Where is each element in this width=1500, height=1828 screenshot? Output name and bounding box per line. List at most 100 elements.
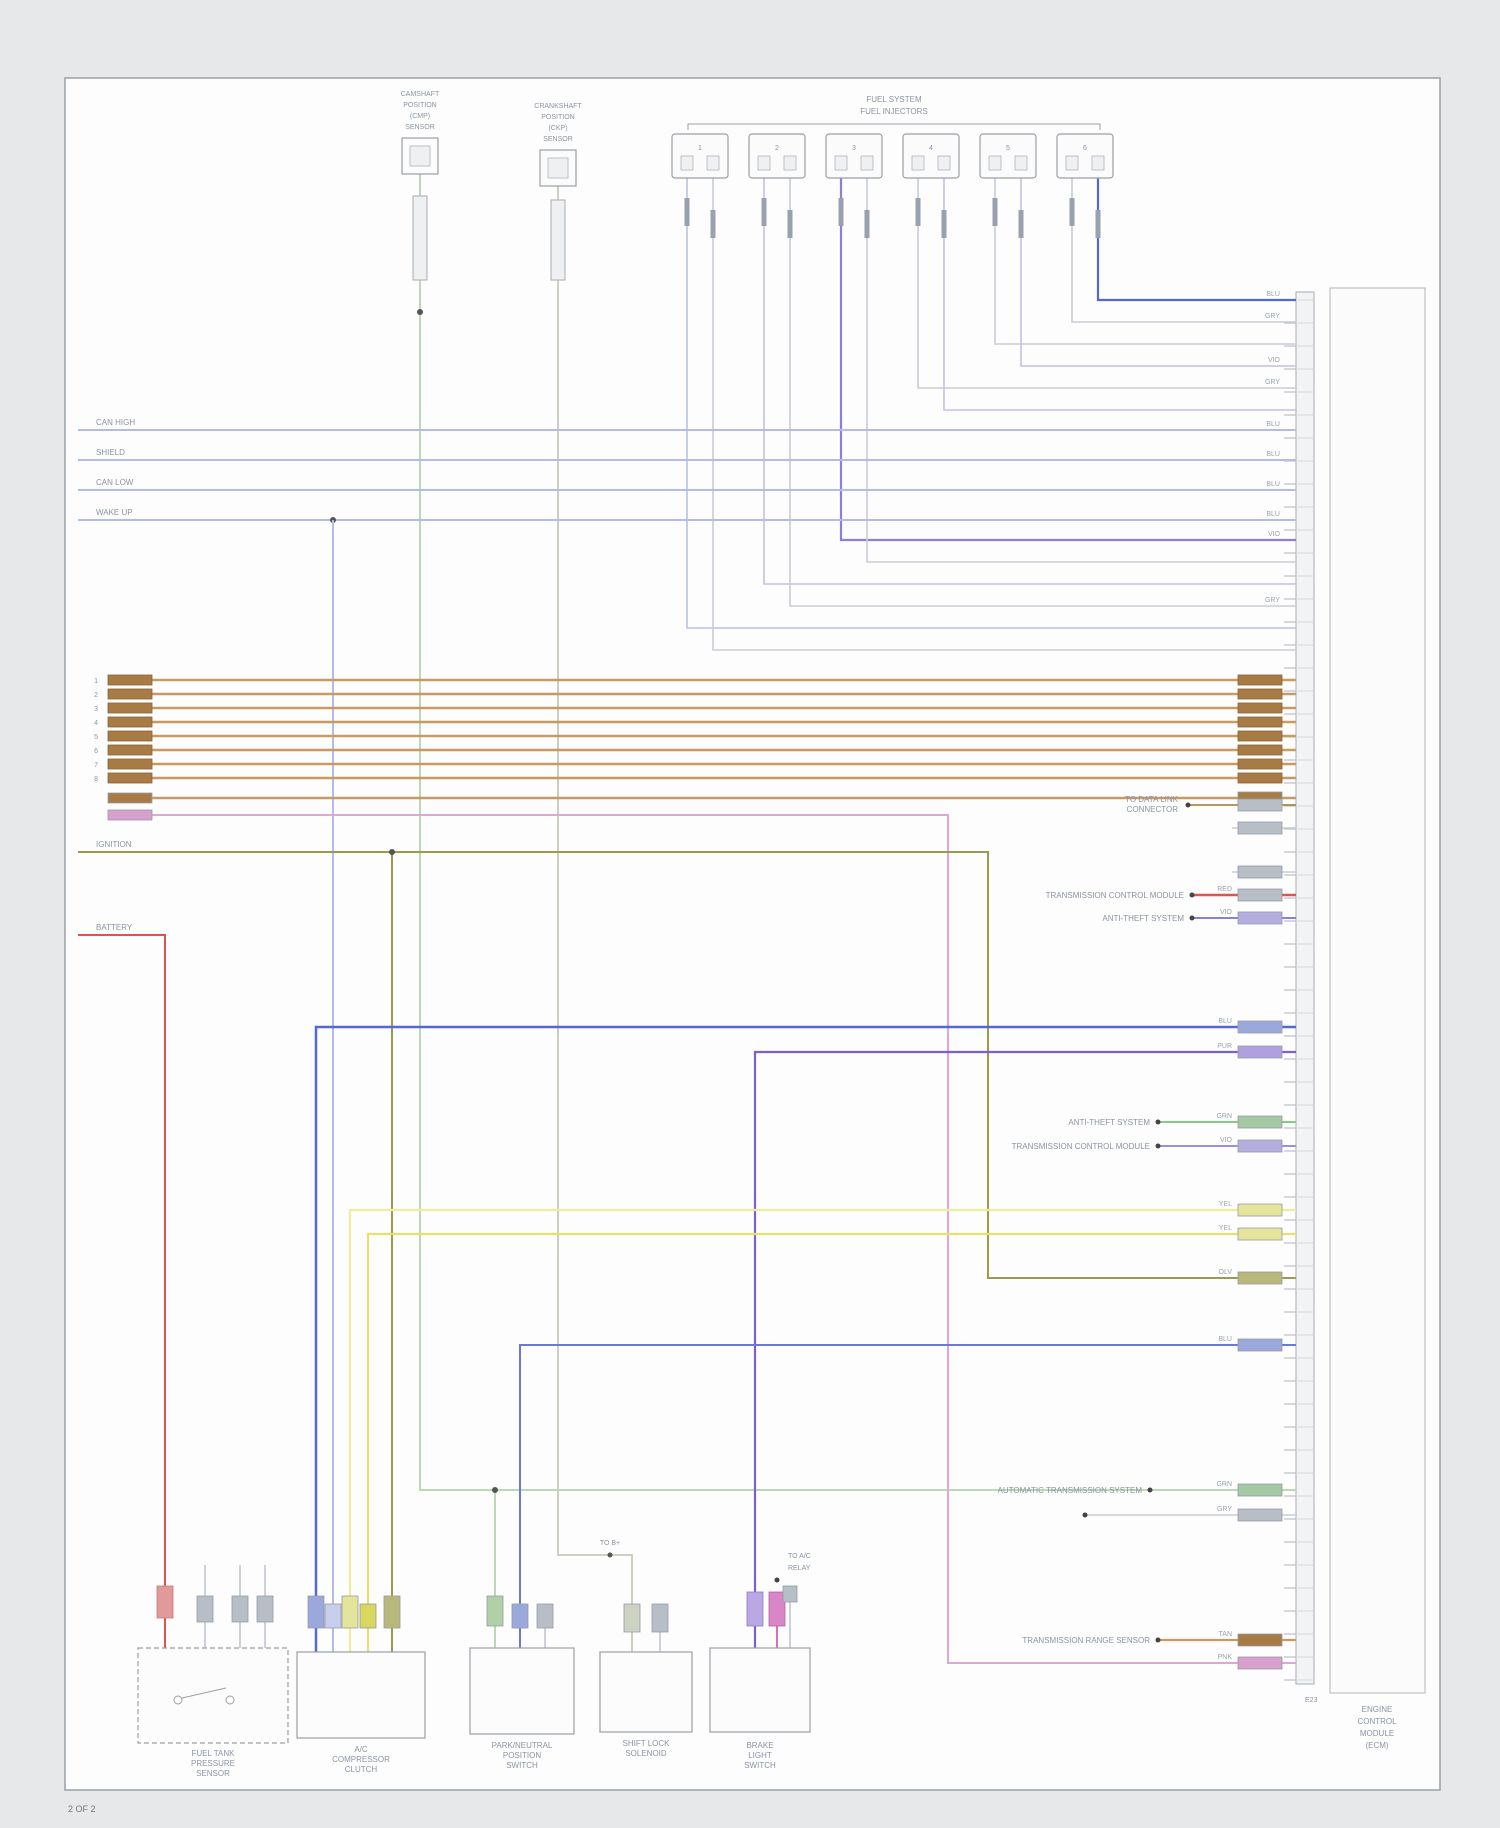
range-sensor-label: TRANSMISSION RANGE SENSOR	[1022, 1636, 1150, 1645]
connector-chip-tan	[1237, 716, 1283, 728]
component-label: CLUTCH	[345, 1765, 378, 1774]
injector-pin	[1065, 155, 1079, 171]
switch-blade	[181, 1687, 227, 1699]
wire-code: GRN	[1216, 1113, 1232, 1120]
wire-code: BLU	[1218, 1018, 1232, 1025]
wire-code: BLU	[1266, 291, 1280, 298]
wire-code: GRN	[1216, 1481, 1232, 1488]
wire-code: VIO	[1268, 531, 1281, 538]
injector-pin	[911, 155, 925, 171]
connector-chip-tan	[107, 688, 153, 700]
left-bus-wires: CAN HIGH SHIELD CAN LOW WAKE UP	[78, 418, 1296, 1652]
wire-code: GRY	[1265, 313, 1280, 320]
connector-chip	[536, 1603, 554, 1629]
wire-code: BLU	[1266, 451, 1280, 458]
ecm-label: CONTROL	[1357, 1717, 1397, 1726]
ecm-outline	[1329, 287, 1426, 1694]
component-fuel-tank-pressure-sensor: FUEL TANK PRESSURE SENSOR	[137, 1565, 289, 1778]
injector-box	[979, 133, 1037, 179]
injector-header: FUEL SYSTEM	[866, 95, 922, 104]
bundle-pin-number: 3	[94, 706, 98, 713]
injector-wire	[712, 178, 1296, 651]
connector-chip-olive	[1237, 1271, 1283, 1285]
wire-pale-green	[419, 174, 1296, 1491]
connector-chip-tan	[1237, 702, 1283, 714]
component-b-label: SENSOR	[543, 136, 573, 143]
long-wires	[314, 1020, 1296, 1652]
component-box	[469, 1647, 575, 1735]
junction-dot	[1082, 1512, 1088, 1518]
connector-chip-tan	[107, 716, 153, 728]
injector-pin	[860, 155, 874, 171]
injector-pin	[706, 155, 720, 171]
component-label: SENSOR	[196, 1769, 230, 1778]
junction-dot	[1189, 892, 1195, 898]
injector-wire	[943, 178, 1296, 411]
connector-chip-tan	[107, 702, 153, 714]
connector-chip-tan	[107, 730, 153, 742]
component-label: SOLENOID	[625, 1749, 667, 1758]
wire-code: PNK	[1218, 1654, 1233, 1661]
fuel-injector-bank: FUEL SYSTEM FUEL INJECTORS 1 2 3 4 5 6	[671, 95, 1296, 651]
injector-bracket	[687, 123, 1101, 130]
connector-chip	[1237, 798, 1283, 812]
connector-chip-purple	[1237, 1045, 1283, 1059]
diagram-border	[64, 77, 1441, 1791]
component-a-label: POSITION	[403, 102, 436, 109]
connector-chip-yellow	[1237, 1203, 1283, 1217]
ignition-label: IGNITION	[96, 840, 132, 849]
injector-pin	[757, 155, 771, 171]
junction-dot	[1189, 915, 1195, 921]
junction-dot	[492, 1487, 498, 1493]
component-a-shaft	[412, 195, 428, 281]
ecm-label: ENGINE	[1362, 1705, 1393, 1714]
switch-contact	[173, 1695, 183, 1705]
component-box	[296, 1651, 426, 1739]
bundle-pin-number: 2	[94, 692, 98, 699]
injector-number: 1	[698, 145, 702, 152]
connector-chip-green	[1237, 1483, 1283, 1497]
tan-pink-wires	[107, 791, 1296, 1670]
connector-chip-pink	[107, 809, 153, 821]
injector-wire	[866, 178, 1296, 563]
ecm-module: E23 ENGINE CONTROL MODULE (ECM)	[1284, 287, 1426, 1750]
injector-pin	[937, 155, 951, 171]
injector-box	[671, 133, 729, 179]
connector-chip	[1237, 1508, 1283, 1522]
connector-chip-lightblue	[324, 1603, 342, 1629]
wire-olive	[78, 851, 1296, 1279]
wire-code: VIO	[1220, 1137, 1233, 1144]
connector-chip	[782, 1585, 798, 1603]
component-label: SWITCH	[506, 1761, 538, 1770]
connector-chip-tan	[1237, 744, 1283, 756]
left-label: SHIELD	[96, 448, 125, 457]
component-box	[137, 1647, 289, 1744]
connector-chip-tan	[1237, 758, 1283, 770]
connector-chip-tan	[107, 674, 153, 686]
wire-red	[78, 934, 166, 1648]
component-label: A/C	[354, 1745, 368, 1754]
component-a-label: SENSOR	[405, 124, 435, 131]
component-label: COMPRESSOR	[332, 1755, 390, 1764]
component-label: LIGHT	[748, 1751, 772, 1760]
component-b-label: CRANKSHAFT	[534, 103, 582, 110]
injector-header: FUEL INJECTORS	[860, 107, 928, 116]
connector-chip-magenta	[768, 1591, 786, 1627]
connector-chip-yellow	[341, 1595, 359, 1629]
wire-code: YEL	[1219, 1225, 1232, 1232]
wire-code: BLU	[1266, 421, 1280, 428]
wire-code: BLU	[1218, 1336, 1232, 1343]
component-label: POSITION	[503, 1751, 541, 1760]
connector-chip-red	[156, 1585, 174, 1619]
connector-chip-tan	[107, 744, 153, 756]
injector-box	[902, 133, 960, 179]
injector-wire	[763, 178, 1296, 585]
datalink-label: CONNECTOR	[1127, 805, 1179, 814]
injector-wire	[789, 178, 1296, 607]
component-label: FUEL TANK	[192, 1749, 236, 1758]
right-stub-clusters: TO DATA LINK CONNECTOR TRANSMISSION CONT…	[998, 795, 1296, 1647]
left-label: CAN HIGH	[96, 418, 135, 427]
ecm-connector-code: E23	[1305, 1697, 1318, 1704]
wire-pale-gray-green	[557, 186, 633, 1652]
injector-wire	[1020, 178, 1296, 367]
